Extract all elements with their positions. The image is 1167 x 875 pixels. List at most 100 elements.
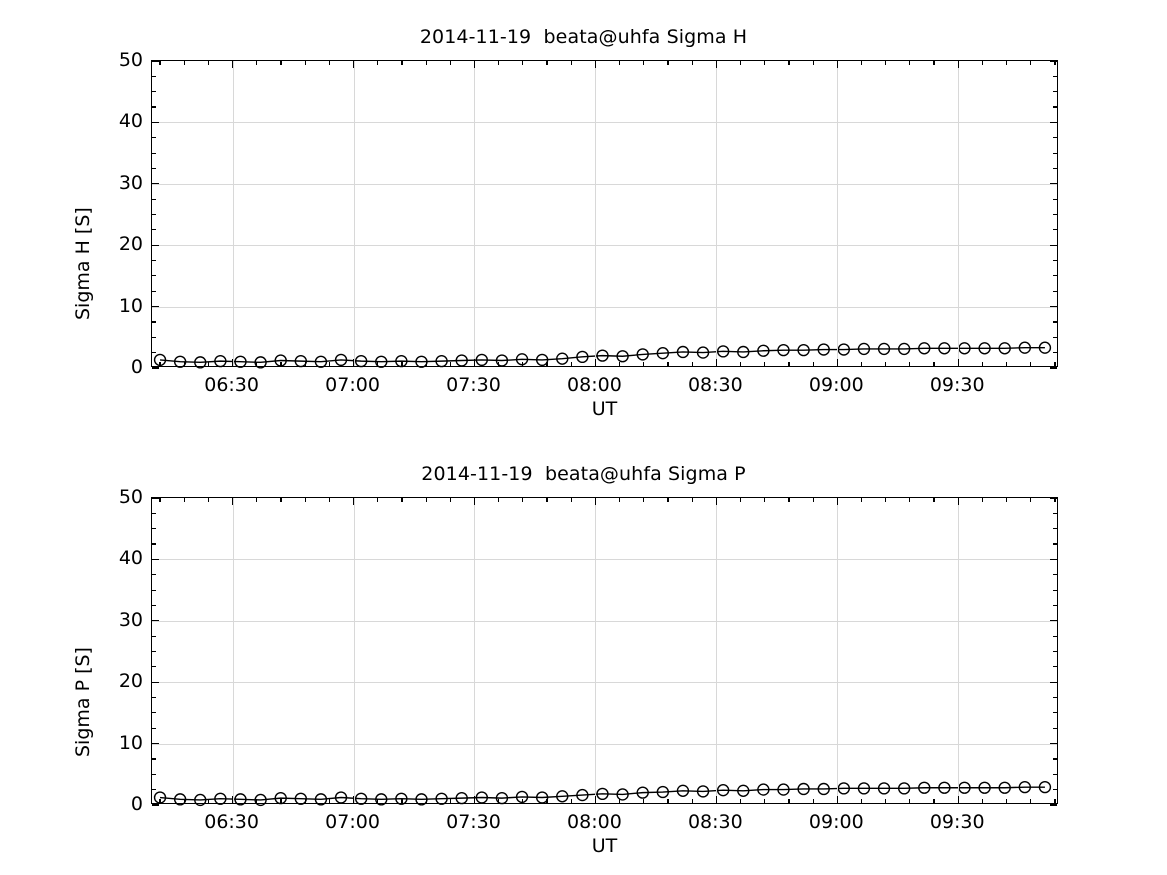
- y-axis-tick-minor: [1053, 213, 1057, 216]
- x-axis-tick-minor: [860, 799, 863, 803]
- gridline-horizontal: [152, 122, 1057, 124]
- y-axis-tick-major: [1050, 804, 1057, 806]
- x-axis-tick-major: [957, 796, 959, 803]
- y-axis-tick-minor: [152, 589, 156, 591]
- data-marker: [998, 781, 1011, 794]
- y-axis-tick-minor: [1053, 635, 1057, 637]
- data-marker: [556, 352, 569, 365]
- y-axis-tick-minor: [152, 213, 156, 216]
- x-axis-tick-minor: [643, 799, 645, 803]
- x-axis-tick-minor: [812, 498, 814, 502]
- data-marker: [314, 793, 328, 806]
- x-axis-tick-minor: [643, 498, 645, 502]
- x-axis-tick-minor: [183, 799, 185, 803]
- gridline-vertical: [595, 498, 597, 803]
- y-axis-tick-minor: [1053, 91, 1057, 93]
- plot-title-sigma-p: 2014-11-19 beata@uhfa Sigma P: [421, 463, 746, 485]
- gridline-vertical: [232, 61, 234, 366]
- gridline-vertical: [716, 61, 718, 366]
- x-axis-tick-minor: [667, 61, 669, 65]
- data-marker: [616, 350, 629, 363]
- x-axis-tick-minor: [1030, 61, 1032, 65]
- x-axis-tick-minor: [207, 61, 210, 65]
- x-axis-tick-major: [836, 498, 838, 505]
- y-axis-tick-minor: [152, 152, 156, 154]
- data-marker: [576, 788, 589, 802]
- y-axis-tick-minor: [152, 75, 156, 77]
- x-axis-tick-minor: [788, 61, 790, 65]
- x-axis-tick-minor: [619, 498, 621, 502]
- x-axis-tick-minor: [739, 362, 742, 366]
- gridline-horizontal: [152, 682, 1057, 684]
- y-axis-tick-minor: [152, 167, 156, 170]
- y-axis-tick-minor: [152, 727, 156, 729]
- x-axis-tick-major: [231, 359, 234, 366]
- x-axis-tick-minor: [546, 799, 548, 803]
- x-axis-tick-minor: [1054, 61, 1056, 65]
- y-axis-tick-minor: [1053, 512, 1057, 514]
- y-axis-tick-minor: [1053, 167, 1057, 170]
- data-marker: [918, 342, 931, 355]
- x-axis-tick-minor: [764, 362, 766, 366]
- y-axis-tick-major: [1050, 681, 1057, 683]
- x-axis-tick-minor: [739, 61, 742, 65]
- x-axis-tick-minor: [981, 498, 983, 502]
- y-axis-tick-minor: [152, 604, 156, 607]
- y-axis-tick-major: [1050, 742, 1057, 745]
- y-tick-label: 10: [118, 294, 143, 317]
- data-marker: [475, 791, 489, 804]
- y-tick-label: 30: [118, 171, 143, 194]
- axes-sigma-h: [151, 60, 1058, 369]
- y-axis-tick-major: [1050, 367, 1057, 369]
- data-marker: [716, 345, 730, 358]
- data-marker: [354, 354, 368, 368]
- y-axis-tick-minor: [1053, 589, 1057, 591]
- x-tick-label: 06:30: [204, 374, 259, 396]
- gridline-vertical: [474, 61, 476, 366]
- data-marker: [897, 782, 911, 795]
- y-axis-tick-minor: [1053, 352, 1057, 354]
- x-axis-tick-minor: [522, 362, 524, 366]
- y-axis-tick-minor: [1053, 696, 1057, 699]
- y-axis-tick-minor: [1053, 543, 1057, 545]
- x-axis-tick-minor: [570, 799, 572, 803]
- data-marker: [978, 342, 991, 355]
- y-tick-label: 0: [130, 793, 143, 815]
- x-axis-tick-major: [594, 359, 597, 366]
- x-axis-tick-minor: [256, 362, 258, 366]
- x-axis-tick-minor: [183, 498, 185, 502]
- x-axis-tick-minor: [909, 61, 911, 65]
- x-axis-tick-minor: [812, 362, 814, 366]
- x-axis-tick-minor: [619, 362, 621, 366]
- y-axis-tick-major: [152, 742, 159, 745]
- data-marker: [314, 355, 328, 368]
- x-axis-tick-minor: [885, 362, 887, 366]
- y-axis-tick-minor: [152, 352, 156, 354]
- data-marker: [857, 782, 871, 795]
- data-marker: [938, 781, 951, 794]
- y-axis-tick-minor: [152, 696, 156, 699]
- x-axis-tick-minor: [401, 362, 403, 366]
- x-axis-tick-major: [352, 796, 355, 803]
- x-axis-tick-major: [957, 498, 959, 505]
- data-marker: [636, 348, 649, 361]
- x-axis-tick-minor: [691, 799, 693, 803]
- y-axis-tick-minor: [1053, 727, 1057, 729]
- y-axis-tick-major: [1050, 620, 1057, 622]
- x-axis-tick-minor: [909, 799, 911, 803]
- x-axis-tick-minor: [1005, 498, 1008, 502]
- y-axis-tick-minor: [152, 91, 156, 93]
- y-axis-tick-major: [1050, 244, 1057, 246]
- plot-panel-sigma-p: 2014-11-19 beata@uhfa Sigma P 0 10 20 30 40 5…: [0, 437, 1167, 875]
- y-tick-labels-sigma-p: 0 10 20 30 40 50: [95, 486, 143, 815]
- y-axis-tick-minor: [152, 512, 156, 514]
- y-axis-tick-minor: [152, 773, 156, 775]
- y-axis-tick-major: [152, 558, 159, 561]
- y-axis-tick-minor: [1053, 259, 1057, 262]
- x-axis-tick-minor: [256, 61, 258, 65]
- x-axis-tick-minor: [280, 61, 282, 65]
- data-marker: [918, 781, 931, 794]
- y-axis-tick-minor: [152, 275, 156, 277]
- data-marker: [696, 346, 710, 359]
- x-axis-tick-minor: [570, 61, 572, 65]
